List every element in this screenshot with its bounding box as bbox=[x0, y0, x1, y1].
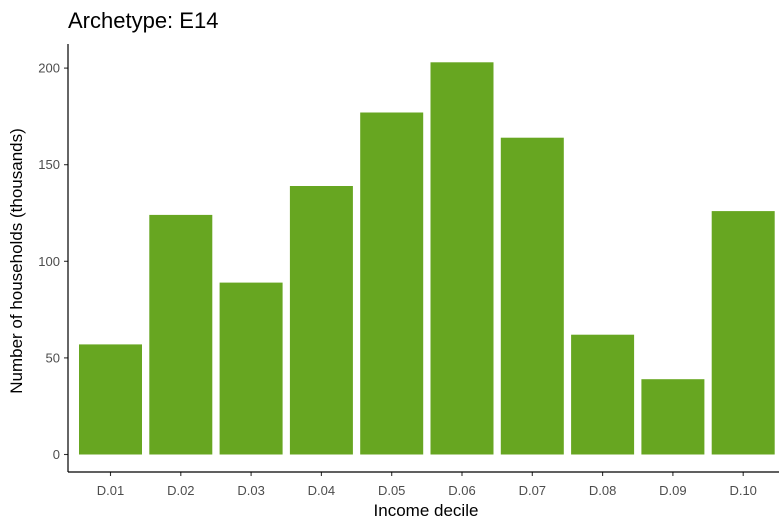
chart-title: Archetype: E14 bbox=[68, 8, 218, 33]
bar-d01 bbox=[79, 344, 142, 455]
x-tick-label: D.02 bbox=[167, 483, 194, 498]
bars-group bbox=[79, 62, 775, 455]
x-axis-title: Income decile bbox=[374, 501, 479, 520]
x-tick-label: D.05 bbox=[378, 483, 405, 498]
x-tick-label: D.08 bbox=[589, 483, 616, 498]
y-tick-label: 50 bbox=[46, 350, 60, 365]
bar-d09 bbox=[641, 379, 705, 455]
y-tick-label: 0 bbox=[53, 447, 60, 462]
bar-d03 bbox=[219, 282, 283, 455]
bar-d02 bbox=[149, 214, 213, 455]
x-tick-label: D.07 bbox=[519, 483, 546, 498]
y-tick-label: 150 bbox=[38, 157, 60, 172]
x-tick-label: D.01 bbox=[97, 483, 124, 498]
bar-d06 bbox=[430, 62, 494, 455]
bar-d04 bbox=[289, 186, 353, 455]
bar-d10 bbox=[711, 211, 775, 455]
y-tick-label: 100 bbox=[38, 254, 60, 269]
bar-d08 bbox=[571, 334, 635, 455]
x-tick-label: D.06 bbox=[448, 483, 475, 498]
bar-d05 bbox=[360, 112, 424, 455]
y-axis-ticks: 0 50 100 150 200 bbox=[38, 61, 68, 462]
x-tick-label: D.10 bbox=[729, 483, 756, 498]
x-axis-ticks: D.01 D.02 D.03 D.04 D.05 D.06 D.07 D.08 D.09 D.10 bbox=[97, 472, 757, 498]
x-tick-label: D.04 bbox=[308, 483, 335, 498]
x-tick-label: D.03 bbox=[237, 483, 264, 498]
y-tick-label: 200 bbox=[38, 61, 60, 76]
bar-d07 bbox=[500, 137, 564, 455]
x-tick-label: D.09 bbox=[659, 483, 686, 498]
y-axis-title: Number of households (thousands) bbox=[7, 128, 26, 394]
